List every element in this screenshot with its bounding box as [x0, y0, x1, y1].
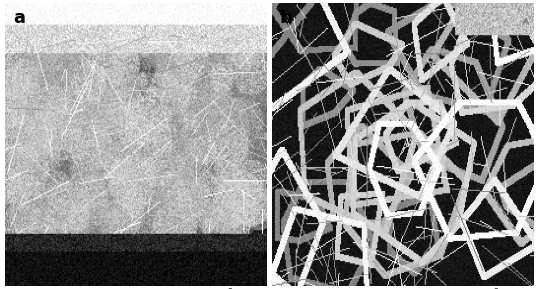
Text: a: a — [13, 9, 25, 27]
Text: b: b — [280, 9, 293, 27]
